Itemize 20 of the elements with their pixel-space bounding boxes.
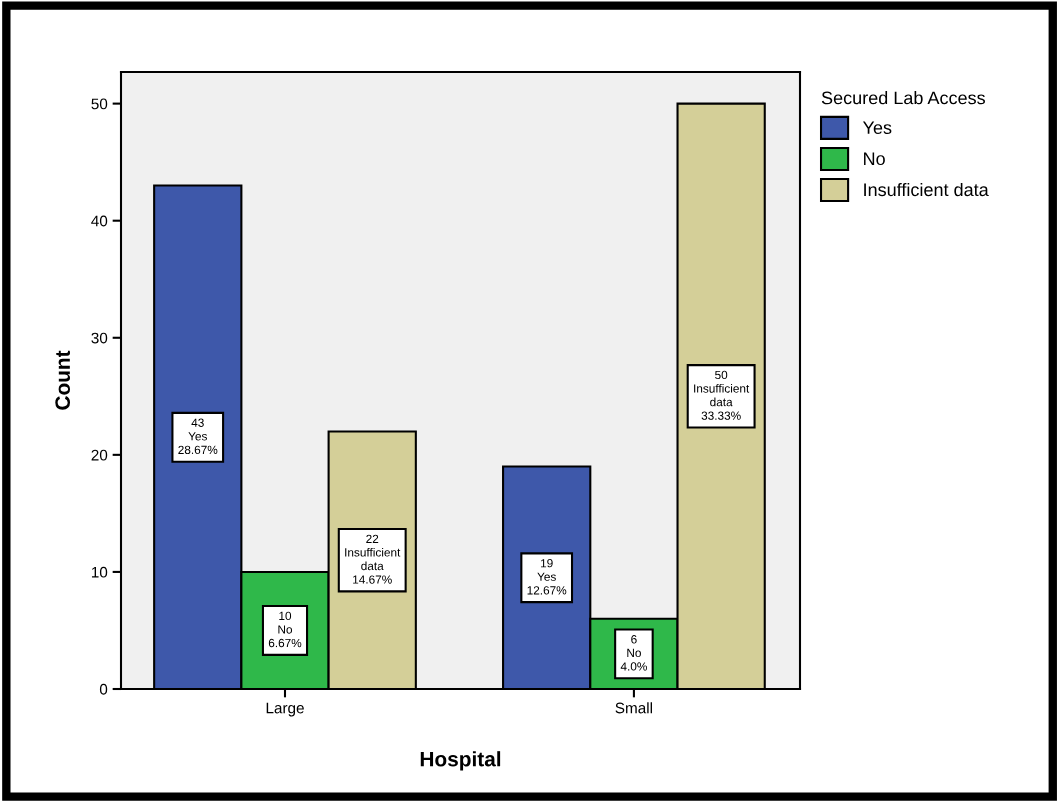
y-tick-label: 30 [91, 332, 108, 344]
data-label: 50 Insufficient data 33.33% [694, 370, 750, 420]
x-tick-label: Small [615, 702, 652, 714]
y-tick-label: 0 [99, 683, 108, 695]
x-tick-label: Large [266, 702, 304, 717]
data-label: 6 No 4.0% [620, 635, 647, 671]
x-axis-title: Hospital [420, 751, 501, 771]
legend-label: Insufficient data [864, 182, 989, 197]
legend-label: No [864, 152, 885, 166]
y-axis-title: Count [55, 350, 71, 410]
y-tick-label: 20 [91, 449, 108, 461]
y-tick-label: 10 [91, 566, 108, 578]
data-label: 19 Yes 12.67% [527, 559, 567, 595]
data-label: 22 Insufficient data 14.67% [345, 534, 401, 584]
y-tick-label: 50 [91, 98, 108, 110]
legend-label: Yes [862, 121, 892, 135]
data-label: 43 Yes 28.67% [178, 418, 218, 455]
data-label: 10 No 6.67% [268, 611, 302, 648]
y-tick-label: 40 [91, 215, 108, 227]
legend-title: Secured Lab Access [821, 91, 985, 105]
